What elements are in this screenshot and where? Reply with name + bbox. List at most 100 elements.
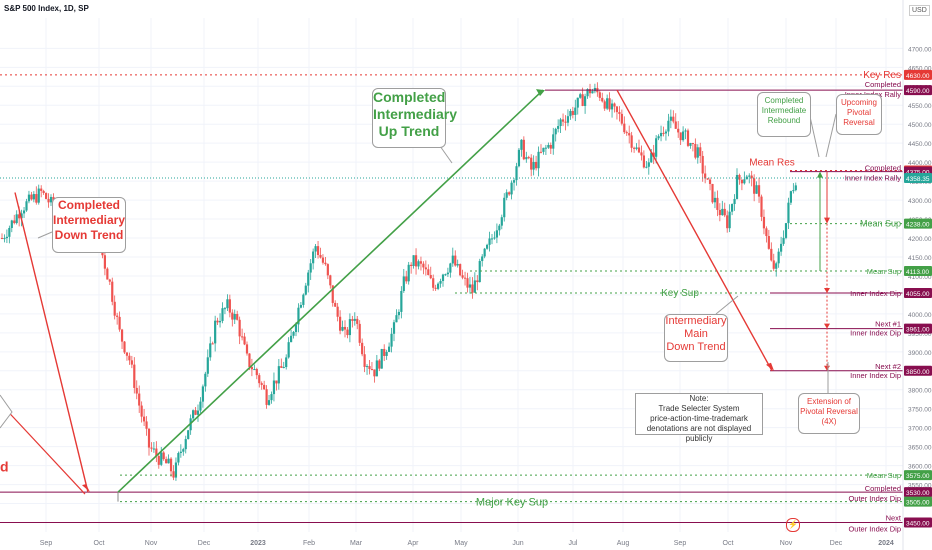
candle-body [258,375,261,384]
candle-body [520,139,523,150]
alert-icon[interactable]: ⚡ [786,518,800,532]
candle-body [204,373,207,387]
candle-body [226,299,229,309]
candle-body [348,319,351,336]
candle-body [275,380,278,384]
candle-body [290,335,293,343]
candle-body [757,185,761,197]
candle-body [292,331,295,336]
candle-body [182,449,185,452]
candle-body [532,161,535,170]
candle-body [150,447,153,449]
candle-body [628,133,631,136]
time-tick-label: 2023 [250,540,266,547]
candle-body [650,152,653,163]
arrow-head [824,288,830,294]
callout-line: Completed [764,96,804,105]
candle-body [321,257,325,263]
candle-body [383,348,386,356]
candle-body [172,471,175,478]
candle-body [108,279,111,282]
left-callout-edge [0,394,13,429]
note-line: denotations are not displayed publicly [646,424,752,443]
time-tick-label: Oct [94,540,105,547]
candle-body [755,185,758,194]
grid [0,18,903,532]
arrow-head [824,217,830,224]
candle-body [103,255,106,269]
candle-body [218,320,222,323]
candle-body [285,357,288,368]
price-badge [904,365,932,376]
candle-body [505,192,508,198]
candle-body [557,126,560,129]
callout-line: Rebound [767,116,801,125]
level-label: Outer Index Dip [848,494,901,503]
time-tick-label: Apr [408,540,420,547]
price-badge [904,323,932,334]
candle-body [517,149,521,167]
candle-body [147,428,151,448]
candle-body [745,176,748,180]
candle-body [498,225,501,231]
candle-body [113,301,116,316]
candle-body [106,268,109,280]
candle-body [473,280,476,293]
currency-button[interactable]: USD [909,5,930,16]
candle-body [647,162,650,167]
candle-body [265,389,268,405]
levels [0,74,903,524]
price-badge-label: 3450.00 [906,521,930,528]
candle-body [424,267,427,270]
candle-body [255,369,258,376]
candle-body [571,110,574,115]
price-badge [904,218,932,229]
candle-body [701,155,704,174]
price-badge-label: 4590.00 [906,88,930,95]
candle-body [439,280,442,284]
candle-body [216,320,219,323]
level-label: Completed [865,484,901,493]
candle-body [689,143,692,146]
candle-body [456,264,459,266]
candle-body [508,192,511,195]
candle-body [760,196,763,217]
candle-body [787,202,790,224]
callout-line: Intermediary [53,213,126,227]
candle-body [128,355,131,361]
candle-body [363,354,366,367]
candle-body [684,130,687,132]
candle-body [603,101,606,109]
level-label: Inner Index Dip [850,329,901,338]
candle-body [559,119,562,127]
candle-body [25,201,28,211]
candle-body [236,313,239,320]
price-tick-label: 3600.00 [908,464,932,471]
chart-title: S&P 500 Index, 1D, SP [4,4,89,13]
candle-body [184,439,187,450]
candle-body [326,264,329,276]
candle-body [584,96,587,106]
candle-body [373,369,376,377]
callout-line: Reversal [843,118,875,127]
candle-body [677,128,680,133]
candle-body [525,157,528,160]
candle-body [339,316,342,331]
candle-body [713,197,717,203]
candle-body [601,97,604,102]
price-tick-label: 4650.00 [908,65,932,72]
time-tick-label: Dec [830,540,843,547]
time-tick-label: Sep [40,540,53,547]
candle-body [463,277,467,279]
candle-body [608,98,611,110]
candle-body [721,208,724,216]
candle-body [260,383,263,385]
candle-body [750,175,753,179]
candle-body [287,342,290,358]
price-tick-label: 4200.00 [908,236,932,243]
candle-body [471,284,474,293]
candle-body [691,143,694,145]
candle-body [353,318,356,321]
candle-body [302,294,305,305]
candle-body [116,315,119,317]
